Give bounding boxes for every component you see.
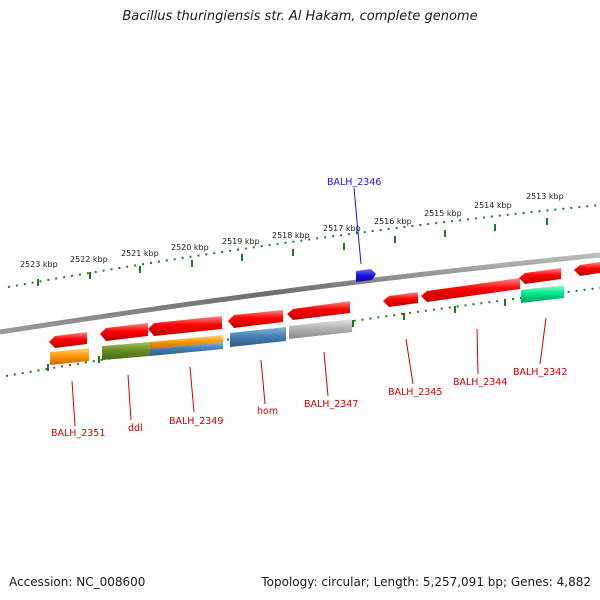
gene-label-hom[interactable]: hom <box>257 406 278 417</box>
cog-color-track <box>50 285 564 365</box>
cog-block-grey <box>289 319 352 339</box>
gene-balh-2344[interactable] <box>421 278 520 302</box>
gene-label-balh-2349[interactable]: BALH_2349 <box>169 416 223 427</box>
leader-line <box>539 317 547 365</box>
gene-label-balh-2345[interactable]: BALH_2345 <box>388 387 442 398</box>
leader-line <box>476 328 479 375</box>
leader-line <box>127 374 132 421</box>
gene-balh-2347[interactable] <box>287 301 350 320</box>
leader-line <box>71 380 76 427</box>
kbp-labels: 2523 kbp 2522 kbp 2521 kbp 2520 kbp 2519… <box>20 192 564 269</box>
kbp-label: 2514 kbp <box>474 201 512 210</box>
gene-label-balh-2347[interactable]: BALH_2347 <box>304 399 358 410</box>
leader-line <box>353 187 362 265</box>
gene-balh-2351[interactable] <box>49 332 87 348</box>
cog-block-orange <box>150 335 223 349</box>
kbp-label: 2523 kbp <box>20 260 58 269</box>
accession-text: Accession: NC_008600 <box>9 575 146 589</box>
gene-labels: BALH_2346 BALH_2351 ddl BALH_2349 hom BA… <box>51 177 567 439</box>
leader-line <box>405 338 414 385</box>
gene-hom[interactable] <box>228 310 283 328</box>
outer-tick-ring <box>7 204 600 288</box>
outer-tick-dots <box>7 204 600 288</box>
kbp-label: 2516 kbp <box>374 217 412 226</box>
kbp-label: 2520 kbp <box>171 243 209 252</box>
outer-major-ticks <box>37 218 548 286</box>
genome-summary-text: Topology: circular; Length: 5,257,091 bp… <box>261 575 591 589</box>
gene-label-balh-2351[interactable]: BALH_2351 <box>51 428 105 439</box>
kbp-label: 2518 kbp <box>272 231 310 240</box>
gene-offscreen[interactable] <box>574 262 600 276</box>
gene-label-balh-2346[interactable]: BALH_2346 <box>327 177 381 188</box>
label-leader-lines <box>71 187 547 427</box>
gene-label-balh-2342[interactable]: BALH_2342 <box>513 367 567 378</box>
gene-label-ddl[interactable]: ddl <box>128 423 143 434</box>
kbp-label: 2513 kbp <box>526 192 564 201</box>
cog-block-steelblue <box>230 327 286 347</box>
kbp-label: 2517 kbp <box>323 224 361 233</box>
gene-balh-2342[interactable] <box>519 268 561 284</box>
leader-line <box>189 366 195 413</box>
page-title: Bacillus thuringiensis str. Al Hakam, co… <box>122 9 478 24</box>
genome-backbone <box>0 252 600 335</box>
gene-arrow[interactable] <box>356 269 376 282</box>
kbp-label: 2521 kbp <box>121 249 159 258</box>
kbp-label: 2519 kbp <box>222 237 260 246</box>
gene-label-balh-2344[interactable]: BALH_2344 <box>453 377 507 388</box>
gene-balh-2349[interactable] <box>148 316 222 336</box>
cog-block-springgreen <box>521 285 564 303</box>
cog-block-olive <box>102 342 150 360</box>
gene-ddl[interactable] <box>100 323 148 341</box>
red-gene-track <box>49 262 600 348</box>
leader-line <box>260 359 266 405</box>
gene-balh-2346[interactable] <box>356 269 376 282</box>
kbp-label: 2515 kbp <box>424 209 462 218</box>
cog-block-steelblue <box>150 342 223 356</box>
leader-line <box>323 351 329 397</box>
gene-balh-2345[interactable] <box>383 292 418 307</box>
kbp-label: 2522 kbp <box>70 255 108 264</box>
cog-block-orange <box>50 348 89 365</box>
